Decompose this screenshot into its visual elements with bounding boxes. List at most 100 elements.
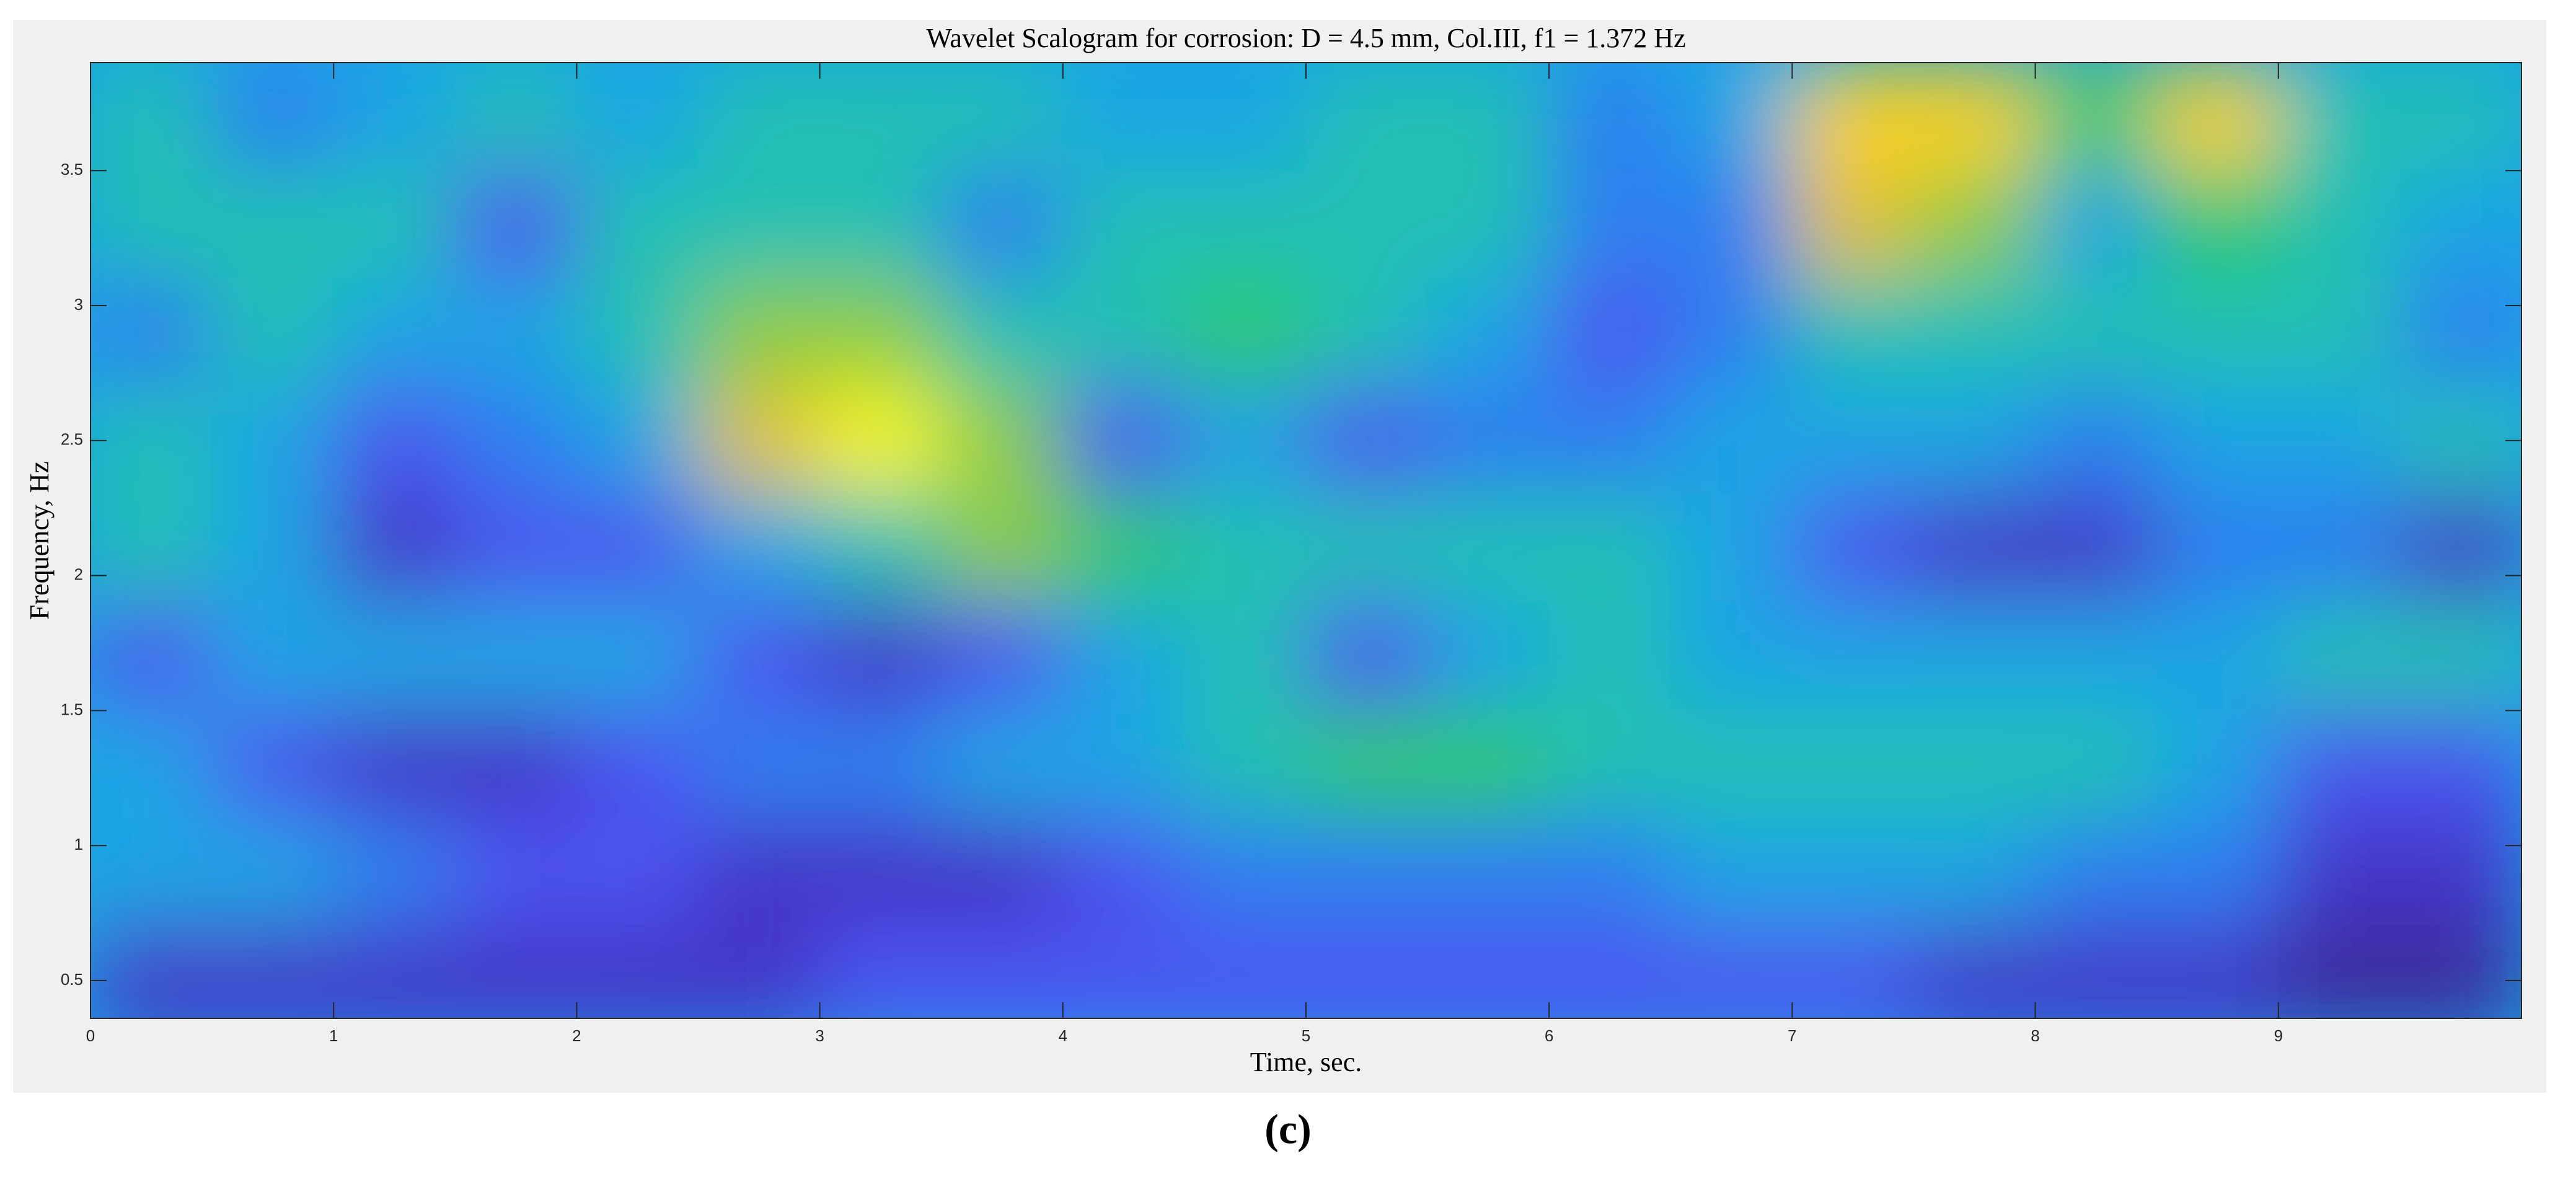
- heat-cell: [2156, 818, 2279, 927]
- heat-cell: [211, 710, 335, 819]
- heat-cell: [90, 63, 213, 172]
- heat-cell: [940, 602, 1064, 712]
- plot-frame: [90, 62, 2522, 1019]
- heat-cell: [940, 386, 1064, 495]
- heat-cell: [1913, 278, 2036, 387]
- heat-cell: [697, 602, 821, 712]
- heat-cell: [2399, 386, 2521, 495]
- heat-cell: [697, 818, 821, 927]
- heat-cell: [2399, 602, 2521, 712]
- heat-cell: [211, 278, 335, 387]
- heat-cell: [1548, 710, 1672, 819]
- heat-cell: [1427, 170, 1550, 280]
- heat-cell: [1427, 386, 1550, 495]
- heat-cell: [2156, 602, 2279, 712]
- heat-cell: [1062, 63, 1185, 172]
- heat-cell: [90, 925, 213, 1018]
- heat-cell: [697, 63, 821, 172]
- heat-cell: [2034, 278, 2158, 387]
- y-axis-label: Frequency, Hz: [24, 461, 55, 620]
- heat-cell: [333, 63, 456, 172]
- heat-cell: [940, 493, 1064, 604]
- scalogram: [90, 63, 2521, 1018]
- x-tick-label: 6: [1545, 1026, 1553, 1045]
- heat-cell: [2399, 63, 2521, 172]
- heat-cell: [90, 386, 213, 495]
- heat-cell: [1791, 710, 1915, 819]
- heat-cell: [1062, 925, 1185, 1018]
- heat-cell: [1427, 710, 1550, 819]
- heat-cell: [454, 170, 578, 280]
- panel-label: (c): [1264, 1106, 1311, 1153]
- heat-cell: [1183, 925, 1307, 1018]
- heat-cell: [940, 710, 1064, 819]
- heat-cell: [1913, 602, 2036, 712]
- heat-cell: [576, 278, 699, 387]
- heat-cell: [90, 602, 213, 712]
- heat-cell: [1305, 170, 1429, 280]
- heat-cell: [1305, 925, 1429, 1018]
- heat-cell: [576, 710, 699, 819]
- heat-cell: [2156, 710, 2279, 819]
- heat-cell: [454, 386, 578, 495]
- heat-cell: [576, 493, 699, 604]
- heat-cell: [576, 925, 699, 1018]
- heat-cell: [333, 278, 456, 387]
- heat-cell: [211, 925, 335, 1018]
- heat-cell: [1183, 602, 1307, 712]
- heat-cell: [2034, 170, 2158, 280]
- heat-cell: [1548, 818, 1672, 927]
- heat-cell: [819, 386, 942, 495]
- y-tick-label: 3: [74, 295, 83, 314]
- x-tick-label: 3: [815, 1026, 824, 1045]
- heat-cell: [1670, 63, 1793, 172]
- heat-cell: [576, 818, 699, 927]
- heat-cell: [1670, 925, 1793, 1018]
- heat-cell: [1062, 386, 1185, 495]
- heat-cell: [2277, 278, 2401, 387]
- heat-cell: [1548, 925, 1672, 1018]
- heat-cell: [1183, 710, 1307, 819]
- heat-cell: [819, 818, 942, 927]
- y-tick-label: 1: [74, 835, 83, 853]
- heat-cell: [1183, 386, 1307, 495]
- heat-cell: [819, 63, 942, 172]
- heat-cell: [1913, 386, 2036, 495]
- heat-cell: [211, 63, 335, 172]
- heat-cell: [1183, 63, 1307, 172]
- heat-cell: [1305, 386, 1429, 495]
- axes: 0 1 2 3 4 5 6 7 8 9 0.5 1 1.5 2 2.5 3 3.5: [61, 63, 2521, 1045]
- y-tick-label: 2.5: [61, 430, 83, 449]
- x-tick-label: 9: [2274, 1026, 2283, 1045]
- heat-cell: [1183, 170, 1307, 280]
- heat-cell: [1548, 63, 1672, 172]
- heat-cell: [454, 63, 578, 172]
- heat-cell: [1548, 386, 1672, 495]
- heat-cell: [819, 925, 942, 1018]
- heat-cell: [2399, 278, 2521, 387]
- heat-cell: [2034, 925, 2158, 1018]
- heat-cell: [2399, 710, 2521, 819]
- heat-cell: [333, 710, 456, 819]
- heat-cell: [940, 278, 1064, 387]
- heat-cell: [2034, 63, 2158, 172]
- x-tick-label: 4: [1059, 1026, 1067, 1045]
- x-tick-label: 0: [86, 1026, 95, 1045]
- heat-cell: [1548, 493, 1672, 604]
- heat-cell: [1548, 170, 1672, 280]
- heat-cell: [697, 925, 821, 1018]
- heat-cell: [1670, 170, 1793, 280]
- heat-cell: [819, 278, 942, 387]
- heat-cell: [2277, 818, 2401, 927]
- heat-cell: [454, 818, 578, 927]
- heat-cell: [2156, 493, 2279, 604]
- heat-cell: [940, 170, 1064, 280]
- x-tick-label: 2: [572, 1026, 581, 1045]
- heat-cell: [1427, 63, 1550, 172]
- heat-cell: [1183, 278, 1307, 387]
- heat-cell: [1913, 818, 2036, 927]
- heat-cell: [454, 278, 578, 387]
- heat-cell: [2156, 386, 2279, 495]
- heat-cell: [1670, 602, 1793, 712]
- heat-cell: [2399, 493, 2521, 604]
